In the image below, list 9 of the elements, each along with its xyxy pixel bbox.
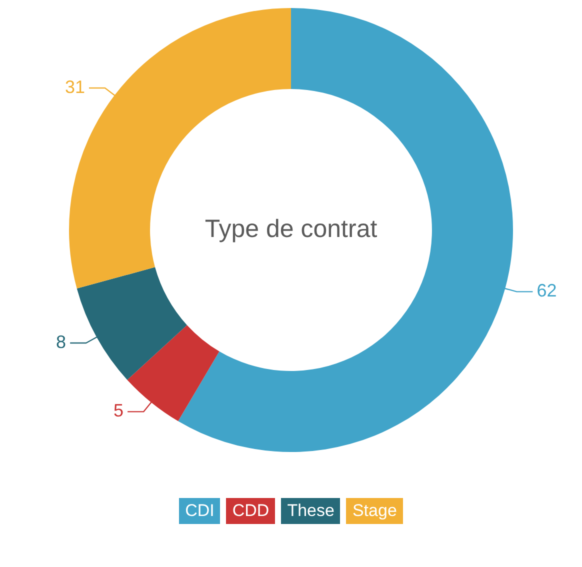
legend-label: These	[287, 498, 340, 524]
data-label: 5	[114, 400, 124, 421]
text: Type de contrat	[204, 214, 378, 243]
legend-label: Stage	[352, 498, 403, 524]
data-label: 8	[56, 332, 66, 352]
data-label: 31	[64, 76, 86, 97]
legend-label: CDI	[185, 498, 220, 524]
legend-label: CDD	[232, 498, 276, 524]
data-label: 62	[536, 280, 557, 301]
